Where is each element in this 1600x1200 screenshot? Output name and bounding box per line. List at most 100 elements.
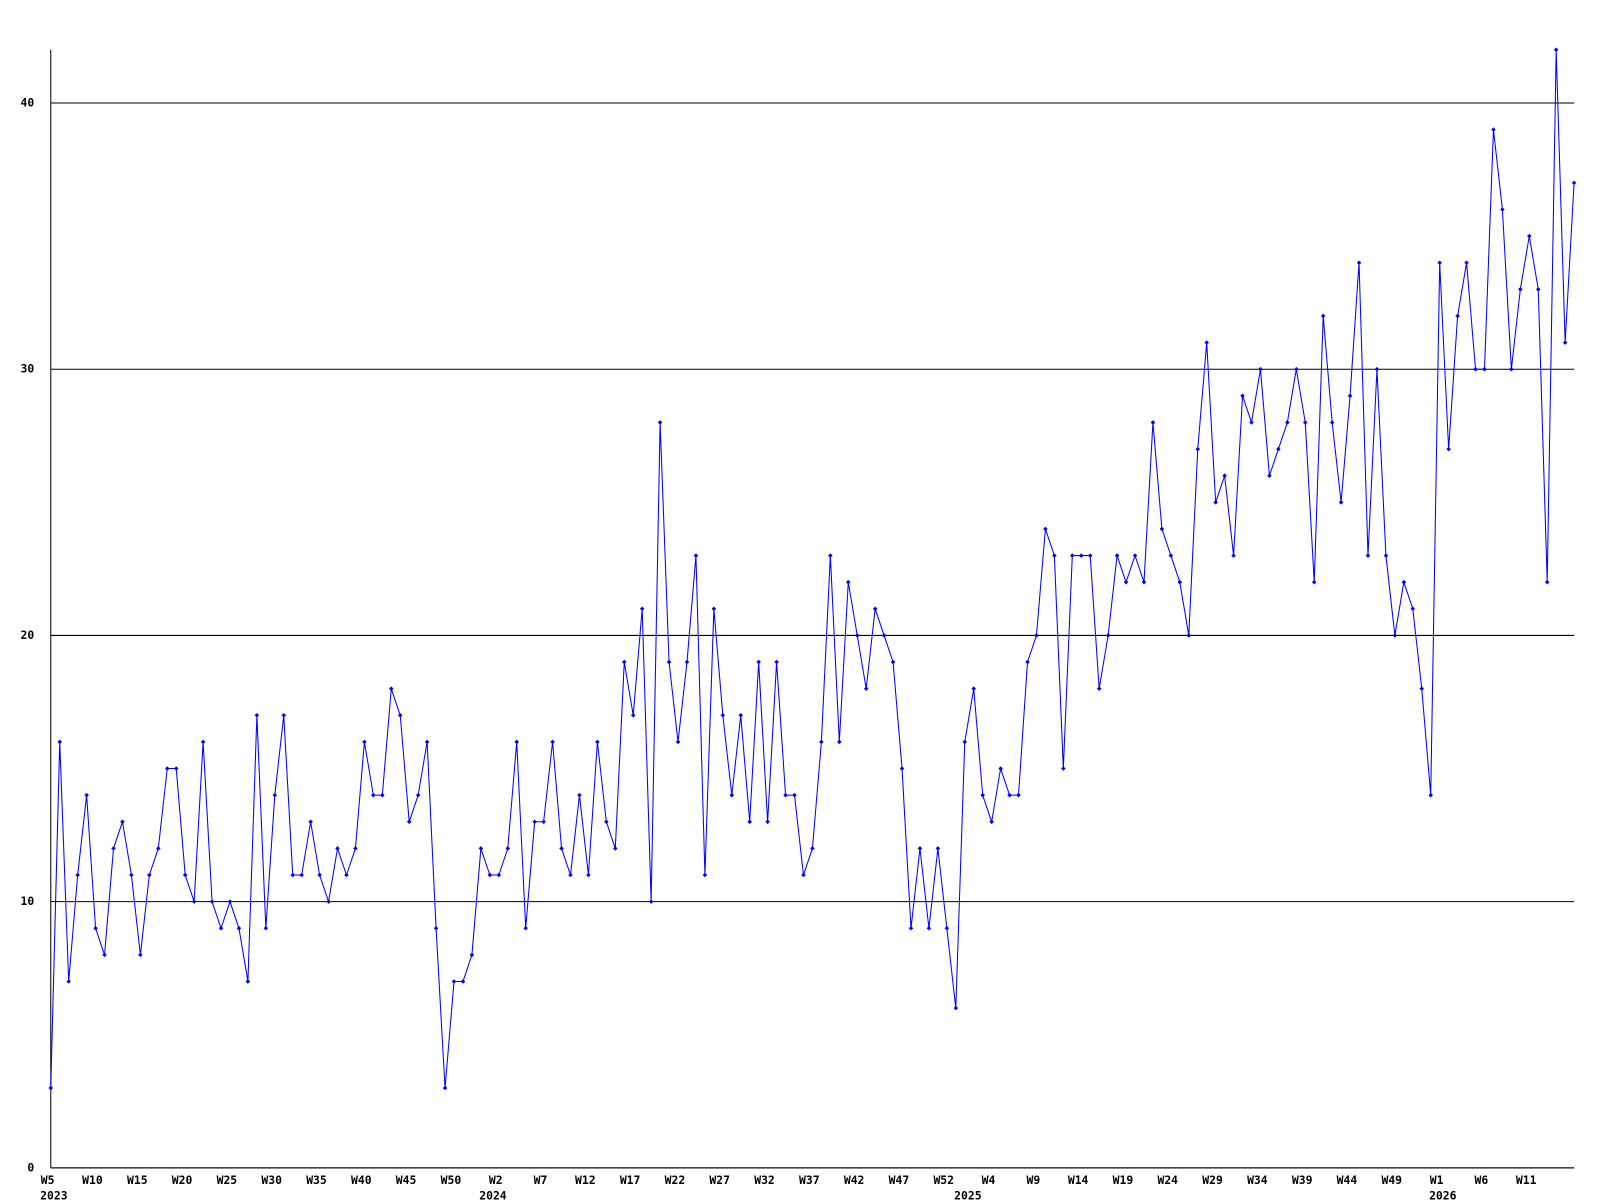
data-point <box>1222 473 1227 478</box>
data-point <box>281 713 287 718</box>
data-point <box>1518 287 1523 292</box>
data-point <box>93 925 98 931</box>
data-point <box>854 633 860 638</box>
x-year-label: 2024 <box>479 1188 507 1200</box>
data-point <box>1087 553 1093 558</box>
data-point <box>559 846 564 851</box>
data-point <box>1276 446 1281 452</box>
x-tick-label: W11 <box>1516 1173 1537 1187</box>
x-tick-label: W49 <box>1381 1173 1402 1187</box>
data-point <box>666 659 672 665</box>
data-point <box>989 819 994 825</box>
data-point <box>1231 553 1236 558</box>
data-point <box>1052 553 1057 558</box>
x-tick-label: W47 <box>889 1173 910 1187</box>
data-point <box>299 872 304 878</box>
x-tick-label: W9 <box>1026 1173 1040 1187</box>
x-tick-label: W24 <box>1157 1173 1178 1187</box>
data-point <box>1374 366 1380 372</box>
data-point <box>1141 579 1147 585</box>
data-point <box>774 659 779 665</box>
data-point <box>935 846 941 851</box>
data-point <box>460 979 466 984</box>
data-point <box>1491 127 1496 132</box>
data-point <box>1338 500 1344 505</box>
data-point <box>1553 47 1559 53</box>
data-point <box>1419 686 1425 691</box>
data-point <box>308 819 313 825</box>
data-point <box>648 899 654 904</box>
data-point <box>1509 366 1514 372</box>
data-point <box>129 872 134 878</box>
data-point <box>881 633 887 638</box>
data-point <box>613 846 618 851</box>
data-point <box>397 713 403 718</box>
data-point <box>1132 553 1138 558</box>
x-tick-label: W45 <box>396 1173 417 1187</box>
data-point <box>191 899 197 904</box>
data-point <box>657 420 663 425</box>
data-point <box>1356 260 1362 265</box>
data-point <box>380 792 385 798</box>
data-point <box>1105 633 1111 638</box>
data-point <box>111 846 116 851</box>
data-point <box>971 686 977 691</box>
x-tick-label: W6 <box>1475 1173 1489 1187</box>
data-point <box>604 819 609 825</box>
data-point <box>209 899 215 904</box>
data-point <box>1482 366 1487 372</box>
data-point <box>1428 792 1434 798</box>
data-point <box>1410 606 1416 612</box>
data-point <box>899 766 905 771</box>
data-point <box>1401 579 1407 585</box>
data-point <box>451 979 457 984</box>
data-point <box>1285 420 1290 425</box>
data-point <box>550 739 555 745</box>
data-point <box>496 872 502 878</box>
data-point <box>819 739 824 745</box>
data-point <box>263 925 269 931</box>
x-tick-label: W22 <box>665 1173 686 1187</box>
data-point <box>792 792 797 798</box>
x-tick-label: W12 <box>575 1173 596 1187</box>
x-tick-label: W25 <box>217 1173 238 1187</box>
data-point <box>738 713 744 718</box>
data-point <box>1034 633 1039 638</box>
x-tick-label: W30 <box>261 1173 282 1187</box>
data-point <box>57 739 63 745</box>
data-point <box>1070 553 1075 558</box>
data-point <box>335 846 340 851</box>
data-point <box>371 792 376 798</box>
x-tick-label: W20 <box>172 1173 193 1187</box>
data-point <box>1007 792 1012 798</box>
data-point <box>1347 393 1353 399</box>
x-tick-label: W44 <box>1337 1173 1358 1187</box>
data-point <box>1204 340 1209 345</box>
data-point <box>1455 313 1460 319</box>
data-point <box>944 925 950 931</box>
data-point <box>1061 766 1066 771</box>
data-point <box>693 553 699 558</box>
data-point <box>1177 579 1183 585</box>
data-point <box>630 713 636 718</box>
data-point <box>523 925 528 931</box>
data-point <box>424 739 430 745</box>
x-tick-label: W4 <box>982 1173 996 1187</box>
data-point <box>639 606 645 612</box>
data-point <box>1025 659 1030 665</box>
y-tick-label: 10 <box>20 894 34 908</box>
data-point <box>1240 393 1245 399</box>
data-point <box>1383 553 1389 558</box>
data-point <box>1535 287 1541 292</box>
y-tick-label: 0 <box>27 1160 34 1174</box>
data-point <box>1571 180 1577 186</box>
data-point <box>147 872 152 878</box>
data-point <box>1294 366 1299 372</box>
data-point <box>478 846 484 851</box>
x-tick-label: W29 <box>1202 1173 1223 1187</box>
data-point <box>1311 579 1317 585</box>
data-point <box>353 846 358 851</box>
data-point <box>344 872 349 878</box>
